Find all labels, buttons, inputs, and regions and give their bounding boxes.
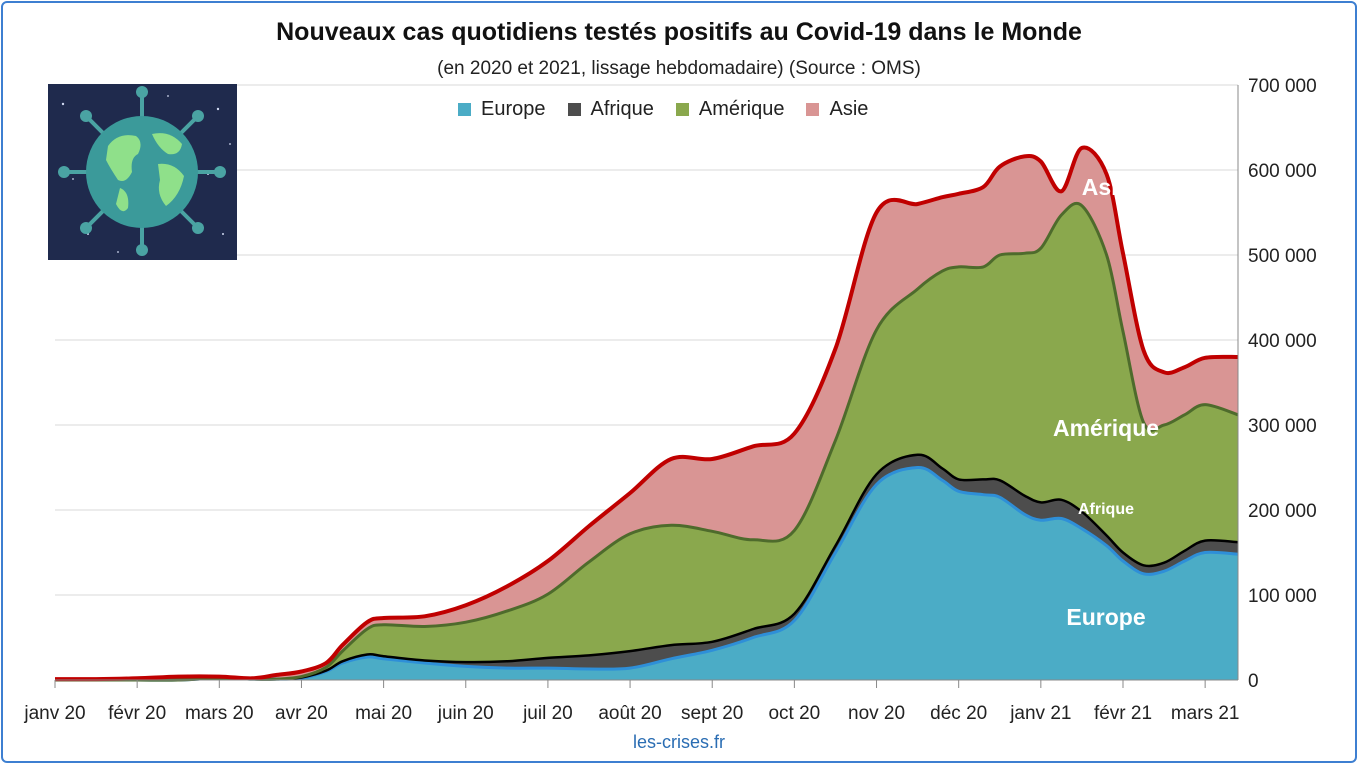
x-tick-label: janv 21 [1009,703,1071,724]
y-axis: 0 100 000 200 000 300 000 400 000 500 000 600 … [1237,76,1317,692]
y-tick-label: 600 000 [1248,161,1317,182]
annotation-europe: Europe [1066,604,1145,630]
annotation-afrique: Afrique [1078,501,1134,518]
x-tick-label: mars 20 [185,703,254,724]
outline-lines [54,145,1239,682]
legend-label-amerique: Amérique [698,98,785,120]
legend-item-amerique: Amérique [675,98,785,121]
annotation-asie: Asie [1082,174,1131,200]
legend-label-asie: Asie [829,98,869,120]
legend-item-asie: Asie [806,98,868,121]
legend-swatch-amerique [675,103,689,116]
legend: Europe Afrique Amérique Asie [458,98,890,121]
x-tick-label: févr 21 [1094,703,1152,724]
x-tick-label: janv 20 [23,703,85,724]
x-tick-label: juil 20 [522,703,573,724]
y-tick-label: 700 000 [1248,76,1317,97]
x-tick-label: mars 21 [1171,703,1240,724]
source-credit: les-crises.fr [632,732,725,752]
x-tick-label: nov 20 [848,703,905,724]
line-total [54,145,1239,682]
chart-title: Nouveaux cas quotidiens testés positifs … [276,18,1082,46]
y-tick-label: 200 000 [1248,501,1317,522]
legend-swatch-afrique [567,103,581,116]
covid-globe-illustration [48,84,237,260]
y-tick-label: 300 000 [1248,416,1317,437]
area-annotations: Asie Amérique Afrique Europe [1053,174,1159,630]
y-tick-label: 400 000 [1248,331,1317,352]
legend-label-europe: Europe [481,98,546,120]
legend-swatch-asie [806,103,820,116]
x-tick-label: août 20 [598,703,661,724]
x-tick-label: mai 20 [355,703,412,724]
x-tick-label: sept 20 [681,703,743,724]
x-tick-label: juin 20 [437,703,494,724]
legend-item-europe: Europe [458,98,546,121]
chart-subtitle: (en 2020 et 2021, lissage hebdomadaire) … [437,58,921,79]
x-axis: janv 20 févr 20 mars 20 avr 20 mai 20 juin 20… [23,679,1240,724]
x-tick-label: oct 20 [768,703,820,724]
annotation-amerique: Amérique [1053,415,1159,441]
area-europe [55,467,1238,681]
y-tick-label: 100 000 [1248,586,1317,607]
stacked-areas [55,147,1238,681]
legend-label-afrique: Afrique [590,98,654,120]
x-tick-label: avr 20 [275,703,328,724]
x-tick-label: févr 20 [108,703,166,724]
legend-swatch-europe [458,103,471,116]
legend-item-afrique: Afrique [567,98,654,121]
y-tick-label: 500 000 [1248,246,1317,267]
line-amerique [55,201,1239,682]
y-tick-label: 0 [1248,671,1259,692]
x-tick-label: déc 20 [930,703,987,724]
